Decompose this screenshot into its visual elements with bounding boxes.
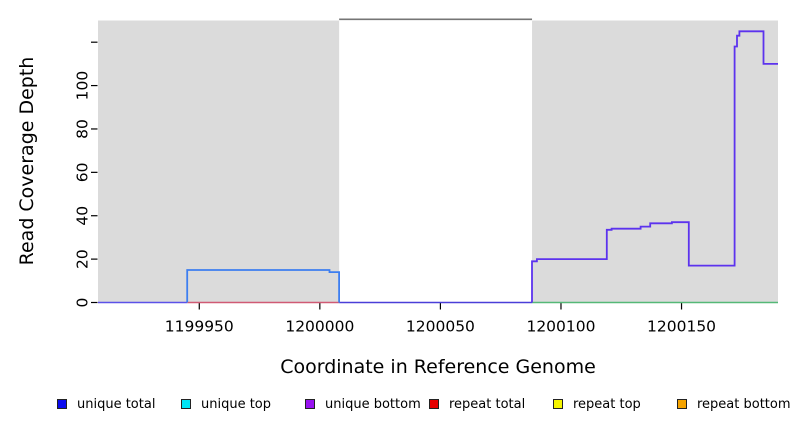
legend-item-unique-bottom: unique bottom	[305, 396, 429, 412]
y-axis-title: Read Coverage Depth	[16, 56, 38, 266]
gap-region	[339, 19, 533, 303]
legend-label: unique top	[201, 396, 272, 412]
legend-swatch-icon	[57, 399, 67, 409]
legend-swatch-icon	[677, 399, 687, 409]
legend-label: repeat bottom	[697, 396, 791, 412]
x-axis-title: Coordinate in Reference Genome	[280, 356, 596, 378]
x-tick-label: 1200100	[526, 318, 595, 336]
series-unique-total-left-plateau	[186, 269, 341, 303]
legend-swatch-icon	[553, 399, 563, 409]
legend-item-repeat-bottom: repeat bottom	[677, 396, 792, 412]
y-tick-label: 60	[74, 162, 92, 182]
x-tick-label: 1200000	[285, 318, 354, 336]
x-tick-label: 1200050	[406, 318, 475, 336]
legend-label: repeat total	[449, 396, 526, 412]
y-tick-label: 40	[74, 206, 92, 226]
series-unique-bottom-right-steps	[531, 30, 778, 303]
legend-item-unique-total: unique total	[57, 396, 181, 412]
legend-swatch-icon	[305, 399, 315, 409]
legend-swatch-icon	[181, 399, 191, 409]
y-tick-label: 100	[74, 71, 92, 101]
y-tick-label: 20	[74, 249, 92, 269]
x-tick-label: 1199950	[165, 318, 234, 336]
x-tick-label: 1200150	[647, 318, 716, 336]
y-tick-label: 80	[74, 119, 92, 139]
legend-label: unique total	[77, 396, 156, 412]
legend: unique total unique top unique bottom repea…	[57, 396, 792, 412]
legend-item-repeat-top: repeat top	[553, 396, 677, 412]
legend-label: repeat top	[573, 396, 641, 412]
legend-swatch-icon	[429, 399, 439, 409]
legend-label: unique bottom	[325, 396, 421, 412]
legend-item-unique-top: unique top	[181, 396, 305, 412]
legend-item-repeat-total: repeat total	[429, 396, 553, 412]
y-tick-label: 0	[74, 298, 92, 308]
